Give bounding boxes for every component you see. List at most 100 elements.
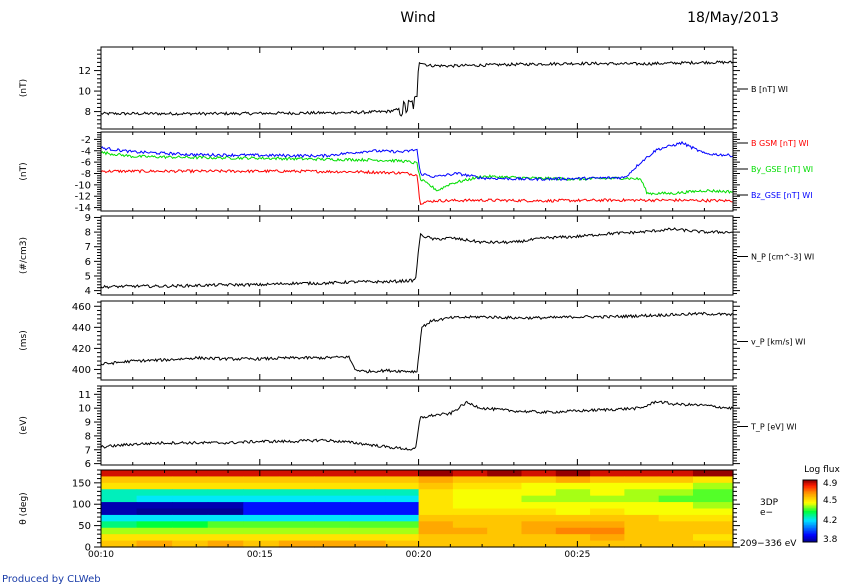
heatmap-cell [385,489,420,497]
y-tick-label: 7 [85,242,91,253]
heatmap-cell [101,495,138,503]
heatmap-cell [349,521,387,529]
heatmap-cell [658,470,694,478]
colorbar-segment [803,517,817,520]
heatmap-cell [136,495,173,503]
colorbar-segment [803,480,817,482]
heatmap-cell [385,514,420,522]
colorbar-segment [803,507,817,510]
heatmap-cell [243,489,280,497]
heatmap-cell [590,482,625,490]
heatmap-cell [172,514,209,522]
y-tick-label: -12 [75,192,91,203]
y-tick-label: 50 [78,521,91,532]
heatmap-cell [101,508,138,516]
heatmap-cell [555,540,591,548]
heatmap-cell [349,534,387,542]
y-tick-label: -4 [81,146,91,157]
heatmap-cell [172,495,209,503]
series-label: v_P [km/s] WI [751,338,805,347]
heatmap-cell [521,508,557,516]
heatmap-cell [487,514,523,522]
colorbar-segment [803,503,817,506]
colorbar-segment [803,509,817,512]
heatmap-cell [243,540,280,548]
heatmap-cell [136,514,173,522]
heatmap-cell [555,527,591,535]
y-tick-label: 400 [72,365,91,376]
colorbar-segment [803,532,817,535]
colorbar-tick: 4.2 [823,516,837,526]
panel-frame [100,46,734,130]
series-line-3 [100,140,734,182]
heatmap-cell [658,527,694,535]
colorbar-segment [803,512,817,515]
heatmap-cell [487,534,523,542]
heatmap-cell [555,508,591,516]
colorbar-segment [803,511,817,513]
heatmap-cell [555,495,591,503]
heatmap-cell [692,470,734,478]
heatmap-cell [487,476,523,484]
heatmap-cell [418,514,454,522]
heatmap-cell [692,527,734,535]
heatmap-cell [521,470,557,478]
heatmap-cell [243,521,280,529]
heatmap-cell [278,482,316,490]
colorbar-segment [803,504,817,507]
y-axis-label: (ms) [19,330,29,350]
heatmap-cell [624,502,660,510]
heatmap-cell [278,495,316,503]
heatmap-cell [172,521,209,529]
heatmap-cell [692,502,734,510]
heatmap-cell [692,540,734,548]
heatmap-cell [207,495,244,503]
heatmap-cell [136,476,173,484]
colorbar-segment [803,520,817,523]
heatmap-cell [555,482,591,490]
heatmap-cell [349,495,387,503]
heatmap-cell [590,521,625,529]
heatmap-cell [101,502,138,510]
heatmap-cell [487,495,523,503]
colorbar-segment [803,537,817,540]
heatmap-cell [207,527,244,535]
heatmap-cell [418,482,454,490]
x-tick-label: 00:15 [247,550,273,560]
series-line-1 [100,60,734,117]
heatmap-cell [278,534,316,542]
colorbar-segment [803,514,817,517]
heatmap-cell [590,527,625,535]
heatmap-cell [136,521,173,529]
series-label: T_P [eV] WI [750,423,797,432]
heatmap-cell [590,476,625,484]
heatmap-cell [172,489,209,497]
heatmap-cell [101,521,138,529]
heatmap-cell [349,489,387,497]
colorbar-segment [803,498,817,501]
heatmap-cell [658,502,694,510]
y-tick-label: 10 [78,404,91,415]
heatmap-cell [692,495,734,503]
heatmap-cell [385,482,420,490]
heatmap-cell [521,521,557,529]
heatmap-cell [349,502,387,510]
y-tick-label: -10 [75,180,91,191]
heatmap-cell [349,476,387,484]
series-label: Bz_GSE [nT] WI [751,191,813,200]
heatmap-cell [692,534,734,542]
y-tick-label: 5 [85,271,91,282]
instrument-label: 3DP [760,498,779,508]
colorbar-segment [803,486,817,489]
instrument-label: e− [760,508,773,518]
panel-frame [100,215,734,296]
heatmap-cell [487,502,523,510]
heatmap-cell [136,527,173,535]
y-tick-label: 9 [85,418,91,429]
y-tick-label: 6 [85,459,91,470]
heatmap-cell [278,508,316,516]
series-label: B [nT] WI [751,85,788,94]
colorbar-segment [803,540,817,543]
colorbar-segment [803,534,817,537]
colorbar-tick: 3.8 [823,535,838,545]
